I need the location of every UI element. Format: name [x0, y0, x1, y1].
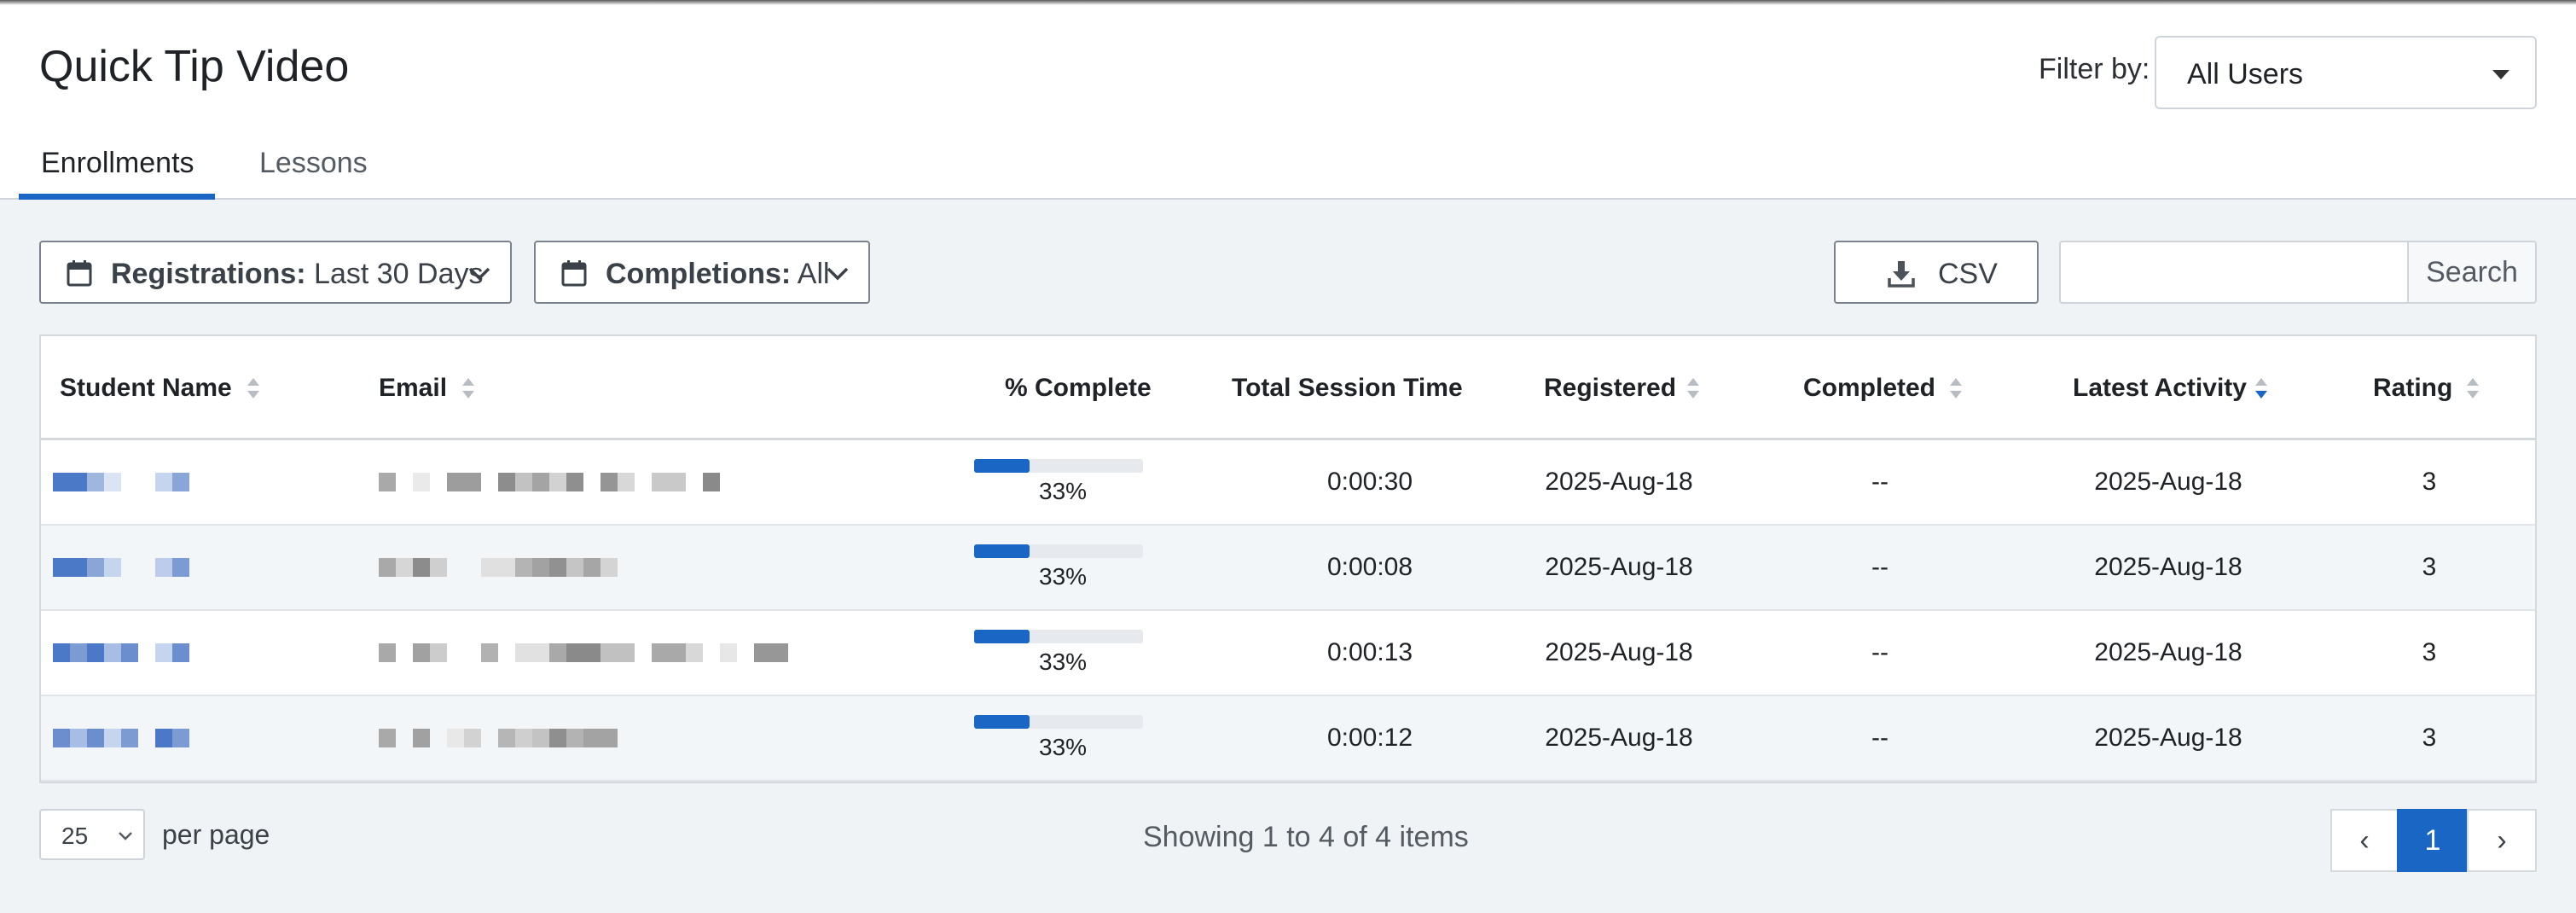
registrations-filter-label: Registrations:: [111, 258, 306, 290]
progress-bar: [974, 544, 1143, 558]
progress-bar: [974, 630, 1143, 643]
progress-fill: [974, 544, 1030, 558]
tab-enrollments[interactable]: Enrollments: [19, 147, 215, 200]
col-percent-complete: % Complete: [1005, 374, 1152, 402]
table-row: 33% 0:00:12 2025-Aug-18 -- 2025-Aug-18 3: [41, 696, 2535, 782]
table-row: 33% 0:00:13 2025-Aug-18 -- 2025-Aug-18 3: [41, 611, 2535, 696]
chevron-down-icon: [827, 267, 849, 281]
col-total-session-time: Total Session Time: [1232, 374, 1463, 402]
col-student-name[interactable]: Student Name: [60, 374, 232, 402]
registrations-filter-text: Registrations: Last 30 Days: [111, 258, 484, 291]
csv-export-button[interactable]: CSV: [1834, 241, 2039, 304]
col-registered[interactable]: Registered: [1544, 374, 1677, 402]
registered-date: 2025-Aug-18: [1545, 468, 1693, 496]
enrollments-table: Student Name Email % Complete Total Sess…: [39, 334, 2537, 783]
per-page-label: per page: [162, 819, 270, 850]
registered-date: 2025-Aug-18: [1545, 724, 1693, 752]
col-rating[interactable]: Rating: [2373, 374, 2453, 402]
rating-value: 3: [2422, 638, 2437, 666]
registered-date: 2025-Aug-18: [1545, 638, 1693, 666]
top-shadow: [0, 0, 2576, 5]
per-page-value: 25: [61, 823, 89, 849]
sort-icon[interactable]: [1948, 375, 1964, 401]
progress-fill: [974, 630, 1030, 643]
progress-fill: [974, 459, 1030, 473]
completed-date: --: [1871, 638, 1888, 666]
calendar-icon: [67, 260, 92, 287]
sort-icon[interactable]: [1685, 375, 1701, 401]
registrations-filter-value: Last 30 Days: [314, 258, 484, 290]
progress-bar: [974, 459, 1143, 473]
session-time: 0:00:12: [1326, 724, 1413, 752]
registered-date: 2025-Aug-18: [1545, 553, 1693, 581]
completions-filter-text: Completions: All: [606, 258, 830, 291]
latest-activity-date: 2025-Aug-18: [2094, 468, 2242, 496]
col-email[interactable]: Email: [379, 374, 448, 402]
latest-activity-date: 2025-Aug-18: [2094, 724, 2242, 752]
completions-filter-button[interactable]: Completions: All: [534, 241, 870, 304]
page-header: Quick Tip Video Filter by: All Users Enr…: [0, 0, 2576, 200]
download-icon: [1888, 261, 1915, 288]
pagination-summary: Showing 1 to 4 of 4 items: [1143, 821, 1469, 853]
search-input[interactable]: [2059, 241, 2409, 304]
latest-activity-date: 2025-Aug-18: [2094, 553, 2242, 581]
session-time: 0:00:13: [1326, 638, 1413, 666]
tab-enrollments-label: Enrollments: [41, 147, 194, 179]
sort-icon[interactable]: [246, 375, 261, 401]
csv-label: CSV: [1938, 258, 1998, 290]
sort-icon[interactable]: [2465, 375, 2480, 401]
completed-date: --: [1871, 468, 1888, 496]
progress-fill: [974, 715, 1030, 729]
completions-filter-value: All: [797, 258, 830, 290]
session-time: 0:00:08: [1326, 553, 1413, 581]
table-header: Student Name Email % Complete Total Sess…: [41, 336, 2535, 440]
percent-complete: 33%: [1039, 734, 1088, 760]
rating-value: 3: [2422, 724, 2437, 752]
percent-complete: 33%: [1039, 563, 1088, 590]
registrations-filter-button[interactable]: Registrations: Last 30 Days: [39, 241, 512, 304]
completed-date: --: [1871, 724, 1888, 752]
percent-complete: 33%: [1039, 648, 1088, 675]
col-completed[interactable]: Completed: [1803, 374, 1936, 402]
caret-down-icon: [2492, 70, 2509, 79]
session-time: 0:00:30: [1326, 468, 1413, 496]
next-page-button[interactable]: ›: [2467, 809, 2537, 872]
progress-bar: [974, 715, 1143, 729]
search-button[interactable]: Search: [2407, 241, 2537, 304]
table-row: 33% 0:00:08 2025-Aug-18 -- 2025-Aug-18 3: [41, 526, 2535, 611]
previous-page-button[interactable]: ‹: [2330, 809, 2399, 872]
per-page-select[interactable]: 25: [39, 809, 145, 860]
percent-complete: 33%: [1039, 478, 1088, 504]
page-title: Quick Tip Video: [39, 42, 350, 91]
chevron-down-icon: [468, 267, 490, 281]
col-latest-activity[interactable]: Latest Activity: [2073, 374, 2247, 402]
rating-value: 3: [2422, 553, 2437, 581]
rating-value: 3: [2422, 468, 2437, 496]
latest-activity-date: 2025-Aug-18: [2094, 638, 2242, 666]
filter-label: Filter by:: [2039, 53, 2150, 85]
table-row: 33% 0:00:30 2025-Aug-18 -- 2025-Aug-18 3: [41, 440, 2535, 526]
user-filter-value: All Users: [2187, 58, 2304, 90]
chevron-down-icon: [119, 832, 132, 840]
calendar-icon: [561, 260, 587, 287]
page-1-button[interactable]: 1: [2397, 809, 2469, 872]
active-tab-indicator: [19, 194, 215, 200]
tab-lessons[interactable]: Lessons: [259, 147, 368, 179]
completed-date: --: [1871, 553, 1888, 581]
user-filter-select[interactable]: All Users: [2155, 36, 2537, 109]
sort-icon[interactable]: [461, 375, 476, 401]
sort-desc-icon[interactable]: [2254, 375, 2269, 401]
completions-filter-label: Completions:: [606, 258, 792, 290]
